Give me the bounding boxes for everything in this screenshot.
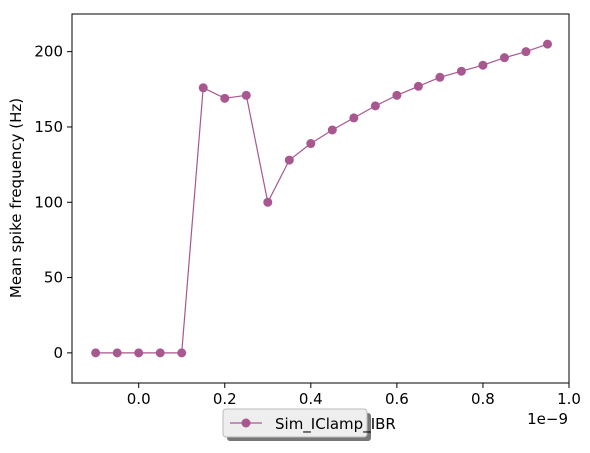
x-tick-label: 0.4 (299, 390, 323, 408)
x-axis-ticks: 0.0 0.2 0.4 0.6 0.8 1.0 (127, 383, 581, 408)
data-point (349, 113, 359, 123)
y-tick-label: 150 (34, 118, 63, 136)
data-point (241, 90, 251, 100)
x-tick-label: 0.2 (213, 390, 237, 408)
y-tick-label: 200 (34, 43, 63, 61)
legend: Sim_IClamp_IBR (222, 408, 396, 441)
y-axis-label: Mean spike frequency (Hz) (7, 98, 25, 298)
x-tick-label: 0.0 (127, 390, 151, 408)
data-point (284, 155, 294, 165)
data-point (263, 197, 273, 207)
data-point (155, 348, 165, 358)
y-tick-label: 50 (44, 269, 63, 287)
x-tick-label: 1.0 (557, 390, 581, 408)
legend-box (222, 408, 368, 438)
data-point (327, 125, 337, 135)
x-tick-label: 0.6 (385, 390, 409, 408)
data-point (177, 348, 187, 358)
series-layer (91, 39, 552, 358)
data-point (521, 47, 531, 57)
data-point (413, 81, 423, 91)
data-point (112, 348, 122, 358)
data-point (306, 139, 316, 149)
legend-entry-label: Sim_IClamp_IBR (275, 415, 396, 434)
data-point (370, 101, 380, 111)
data-point (392, 90, 402, 100)
y-axis-ticks: 0 50 100 150 200 (34, 43, 72, 362)
data-point (499, 53, 509, 63)
x-offset-label: 1e−9 (527, 410, 568, 428)
legend-marker-swatch (241, 418, 251, 428)
data-point (91, 348, 101, 358)
x-tick-label: 0.8 (471, 390, 495, 408)
plot-area (71, 13, 570, 384)
data-point (478, 60, 488, 70)
y-tick-label: 100 (34, 193, 63, 211)
data-point (134, 348, 144, 358)
y-tick-label: 0 (53, 344, 63, 362)
data-point (198, 83, 208, 93)
series-line (95, 43, 548, 354)
data-point (220, 93, 230, 103)
data-point (542, 39, 552, 49)
data-point (456, 66, 466, 76)
data-point (435, 72, 445, 82)
